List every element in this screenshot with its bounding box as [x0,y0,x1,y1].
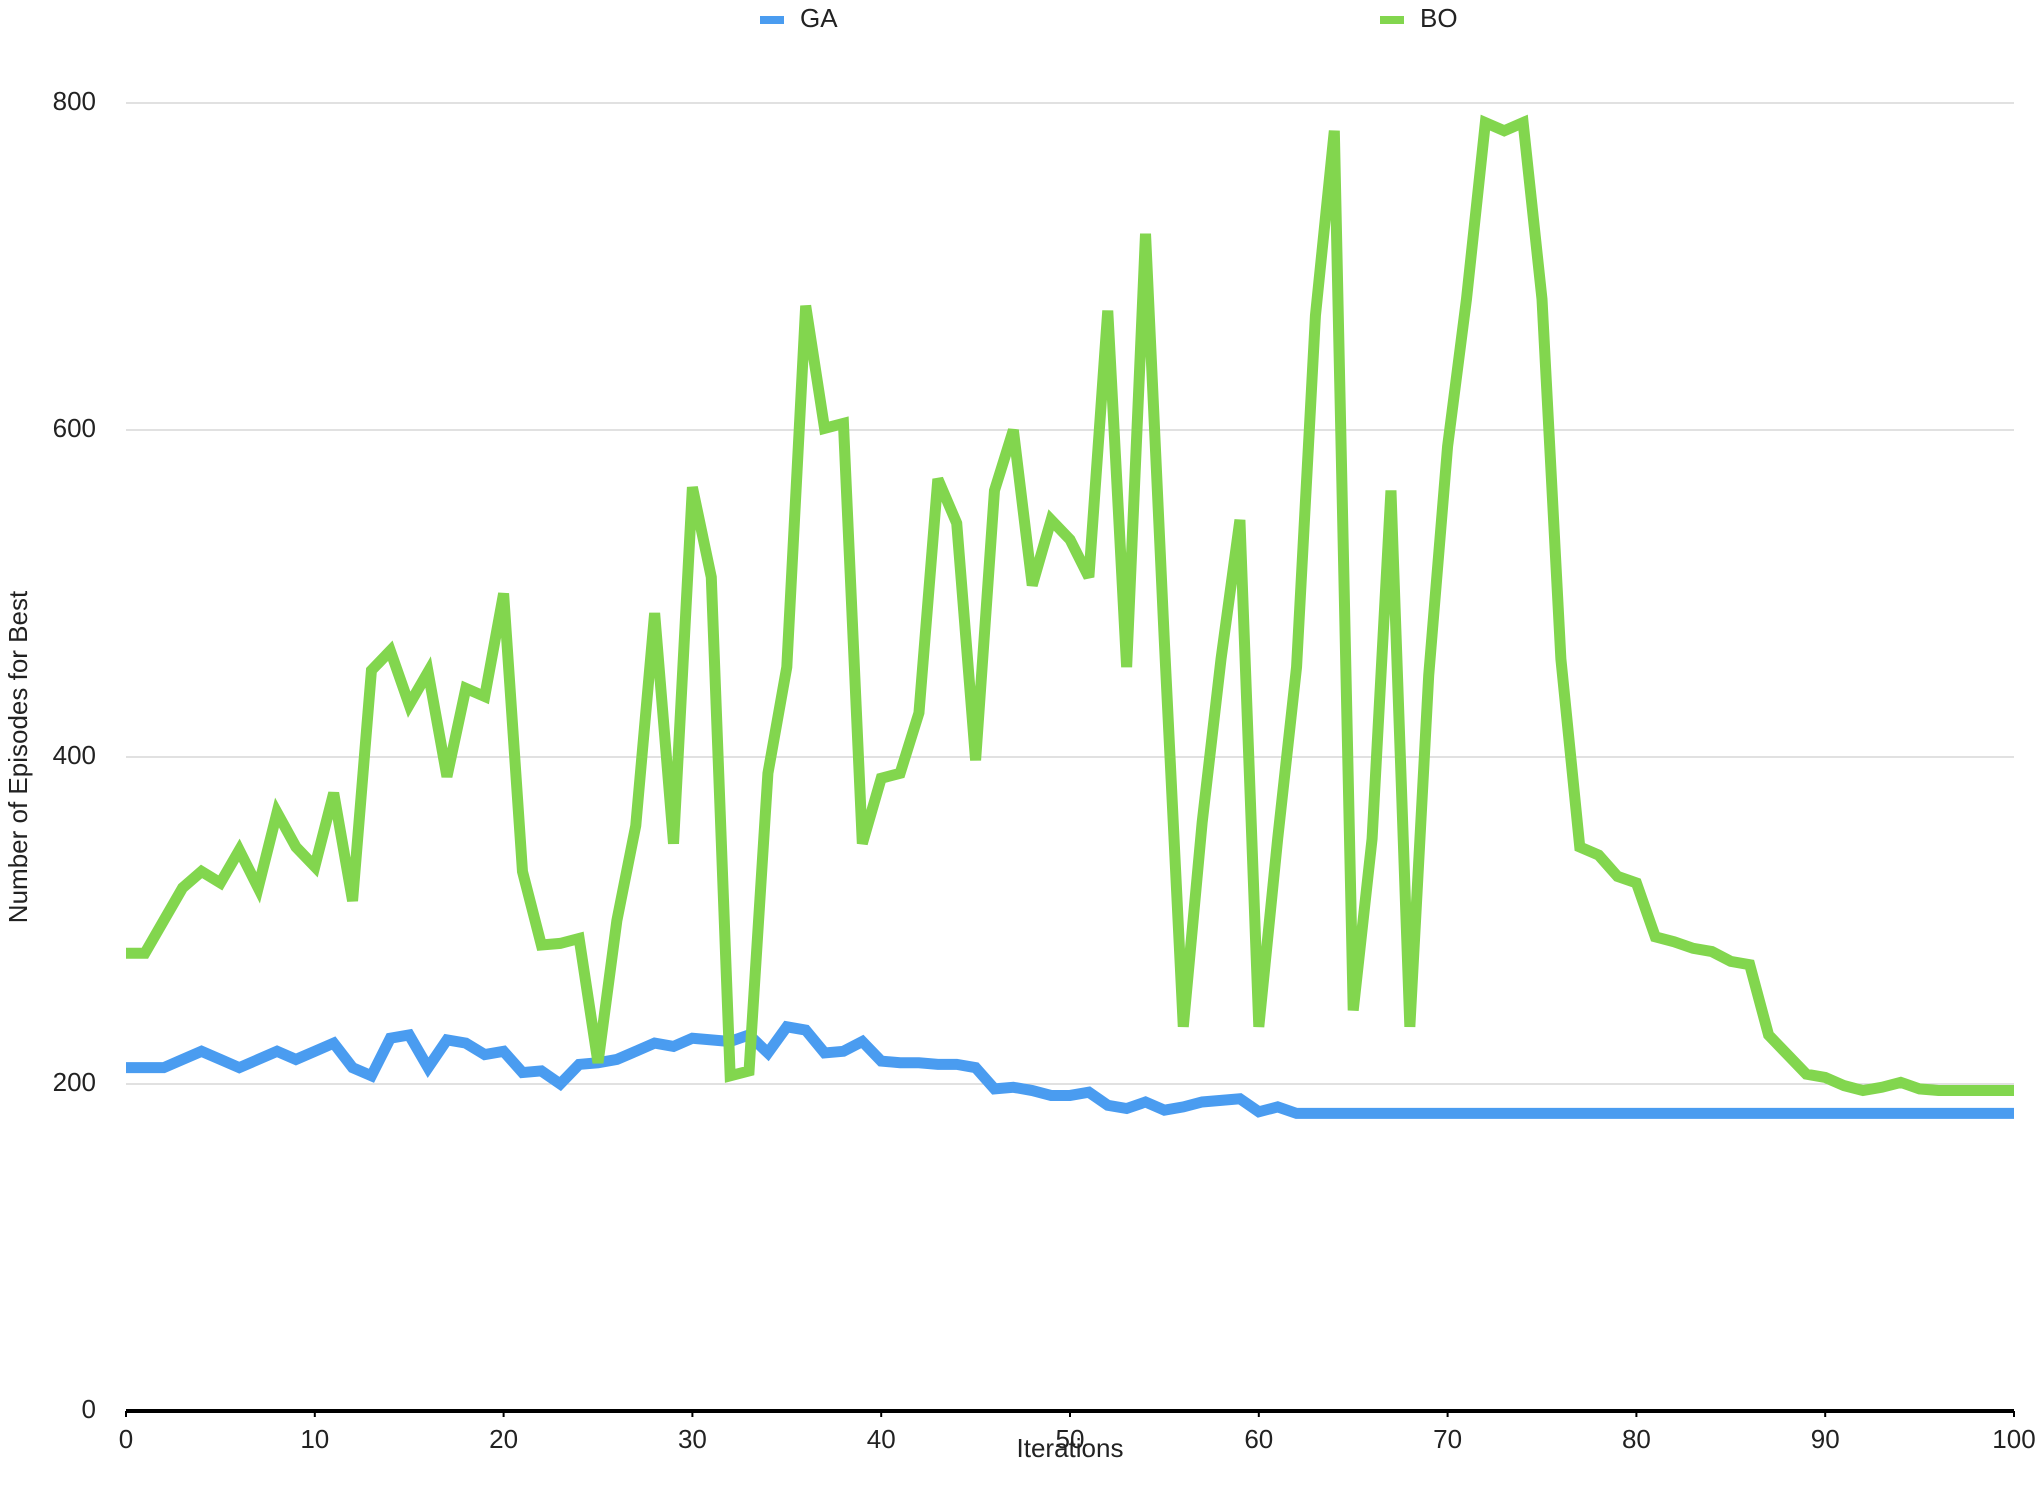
x-tick-label: 30 [678,1424,707,1454]
x-tick-label: 50 [1056,1424,1085,1454]
x-tick-label: 20 [489,1424,518,1454]
x-tick-label: 70 [1433,1424,1462,1454]
series-line [126,114,2014,1097]
y-tick-label: 400 [53,740,96,770]
x-tick-label: 40 [867,1424,896,1454]
x-tick-label: 60 [1244,1424,1273,1454]
x-tick-label: 80 [1622,1424,1651,1454]
legend-label: GA [800,3,838,33]
y-tick-label: 0 [82,1394,96,1424]
x-axis-title: Iterations [1017,1433,1124,1463]
legend-label: BO [1420,3,1458,33]
y-axis-title: Number of Episodes for Best [3,590,33,923]
series-line [126,1020,2014,1119]
y-tick-label: 800 [53,86,96,116]
y-tick-label: 600 [53,413,96,443]
x-tick-label: 90 [1811,1424,1840,1454]
y-tick-label: 200 [53,1067,96,1097]
x-tick-label: 100 [1992,1424,2035,1454]
x-tick-label: 0 [119,1424,133,1454]
x-tick-label: 10 [300,1424,329,1454]
